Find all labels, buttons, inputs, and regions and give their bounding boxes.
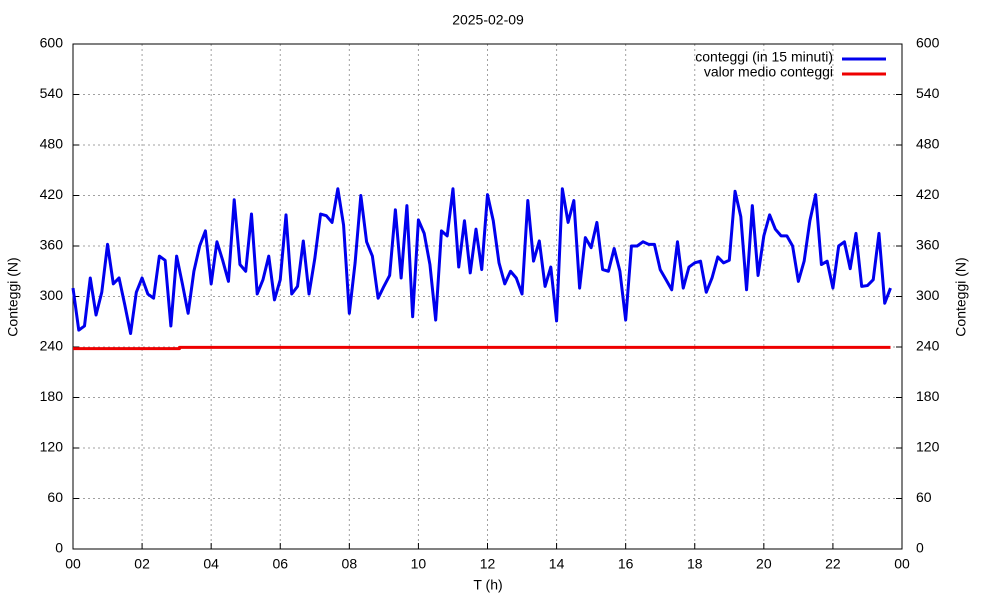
x-axis-label: T (h) — [473, 577, 502, 593]
y-tick-label: 540 — [40, 85, 64, 101]
x-tick-label: 18 — [687, 556, 703, 572]
y-tick-label: 420 — [40, 186, 64, 202]
y-axis-label: Conteggi (N) — [5, 257, 21, 336]
y-tick-label: 300 — [40, 287, 64, 303]
legend-label: conteggi (in 15 minuti) — [695, 49, 833, 65]
y2-tick-label: 480 — [916, 136, 940, 152]
y2-tick-label: 240 — [916, 338, 940, 354]
legend-label: valor medio conteggi — [704, 64, 833, 80]
y2-tick-label: 60 — [916, 489, 932, 505]
y2-tick-label: 600 — [916, 35, 940, 51]
y-tick-label: 60 — [47, 489, 63, 505]
y2-tick-label: 360 — [916, 237, 940, 253]
y2-tick-label: 540 — [916, 85, 940, 101]
x-tick-label: 04 — [203, 556, 219, 572]
y2-tick-label: 120 — [916, 439, 940, 455]
y-tick-label: 360 — [40, 237, 64, 253]
y2-axis-label: Conteggi (N) — [953, 257, 969, 336]
y-tick-label: 180 — [40, 388, 64, 404]
y-tick-label: 240 — [40, 338, 64, 354]
series-line — [71, 187, 892, 336]
y-tick-label: 120 — [40, 439, 64, 455]
x-tick-label: 06 — [272, 556, 288, 572]
x-tick-label: 20 — [756, 556, 772, 572]
x-tick-label: 16 — [618, 556, 634, 572]
y2-tick-label: 420 — [916, 186, 940, 202]
y-tick-label: 480 — [40, 136, 64, 152]
x-tick-label: 02 — [134, 556, 150, 572]
y-tick-label: 0 — [55, 540, 63, 556]
x-tick-label: 10 — [411, 556, 427, 572]
x-tick-label: 14 — [549, 556, 565, 572]
chart-title: 2025-02-09 — [452, 12, 524, 28]
y2-tick-label: 300 — [916, 287, 940, 303]
y2-tick-label: 0 — [916, 540, 924, 556]
x-tick-label: 08 — [342, 556, 358, 572]
x-tick-label: 12 — [480, 556, 496, 572]
y-tick-label: 600 — [40, 35, 64, 51]
series-line — [73, 345, 891, 351]
x-tick-label: 00 — [894, 556, 910, 572]
y2-tick-label: 180 — [916, 388, 940, 404]
x-tick-label: 22 — [825, 556, 841, 572]
x-tick-label: 00 — [65, 556, 81, 572]
